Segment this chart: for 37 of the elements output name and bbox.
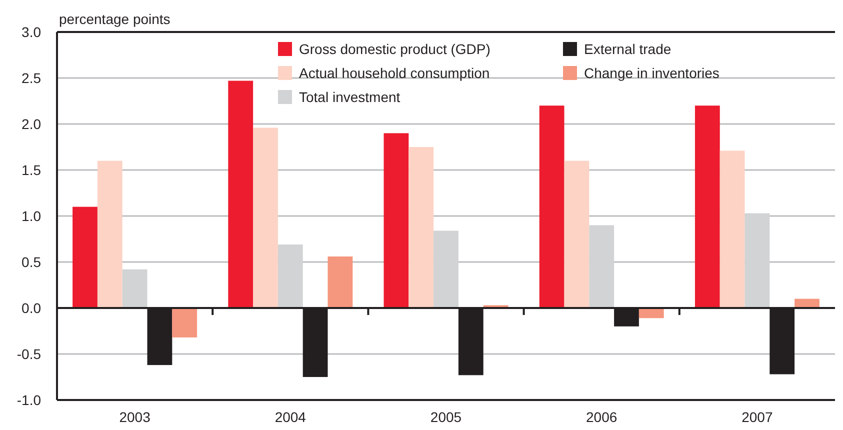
- x-tick-label: 2005: [430, 409, 462, 425]
- bar: [744, 213, 770, 308]
- y-tick-label: 3.0: [22, 24, 42, 40]
- y-tick-label: 0.5: [22, 254, 42, 270]
- legend-label: Gross domestic product (GDP): [299, 40, 490, 57]
- x-tick-label: 2006: [586, 409, 618, 425]
- bar: [694, 106, 720, 308]
- x-tick-label: 2003: [119, 409, 151, 425]
- y-axis-title: percentage points: [59, 11, 170, 27]
- y-tick-label: 1.0: [22, 208, 42, 224]
- legend-label: External trade: [584, 40, 672, 57]
- y-tick-label: 2.5: [22, 70, 42, 86]
- bar: [384, 133, 409, 308]
- legend-label: Total investment: [299, 88, 400, 105]
- bar: [172, 308, 198, 338]
- y-tick-label: 1.5: [22, 162, 42, 178]
- legend-label: Actual household consumption: [299, 64, 490, 81]
- bar: [72, 206, 98, 308]
- bar: [539, 106, 564, 308]
- bar: [122, 269, 148, 308]
- bar: [434, 230, 458, 308]
- bar: [97, 160, 122, 308]
- x-tick-label: 2007: [742, 409, 773, 425]
- bar: [228, 80, 254, 308]
- x-tick-label: 2004: [274, 409, 306, 425]
- bar: [720, 150, 745, 308]
- bar: [278, 244, 303, 308]
- bar: [408, 147, 434, 308]
- y-tick-label: -0.5: [16, 346, 42, 362]
- y-tick-label: -1.0: [16, 392, 42, 408]
- bar: [253, 128, 278, 308]
- y-tick-label: 2.0: [22, 116, 42, 132]
- bar: [589, 225, 614, 308]
- legend-label: Change in inventories: [584, 64, 720, 81]
- bar: [328, 256, 353, 308]
- bar: [564, 160, 590, 308]
- y-tick-label: 0.0: [22, 300, 42, 316]
